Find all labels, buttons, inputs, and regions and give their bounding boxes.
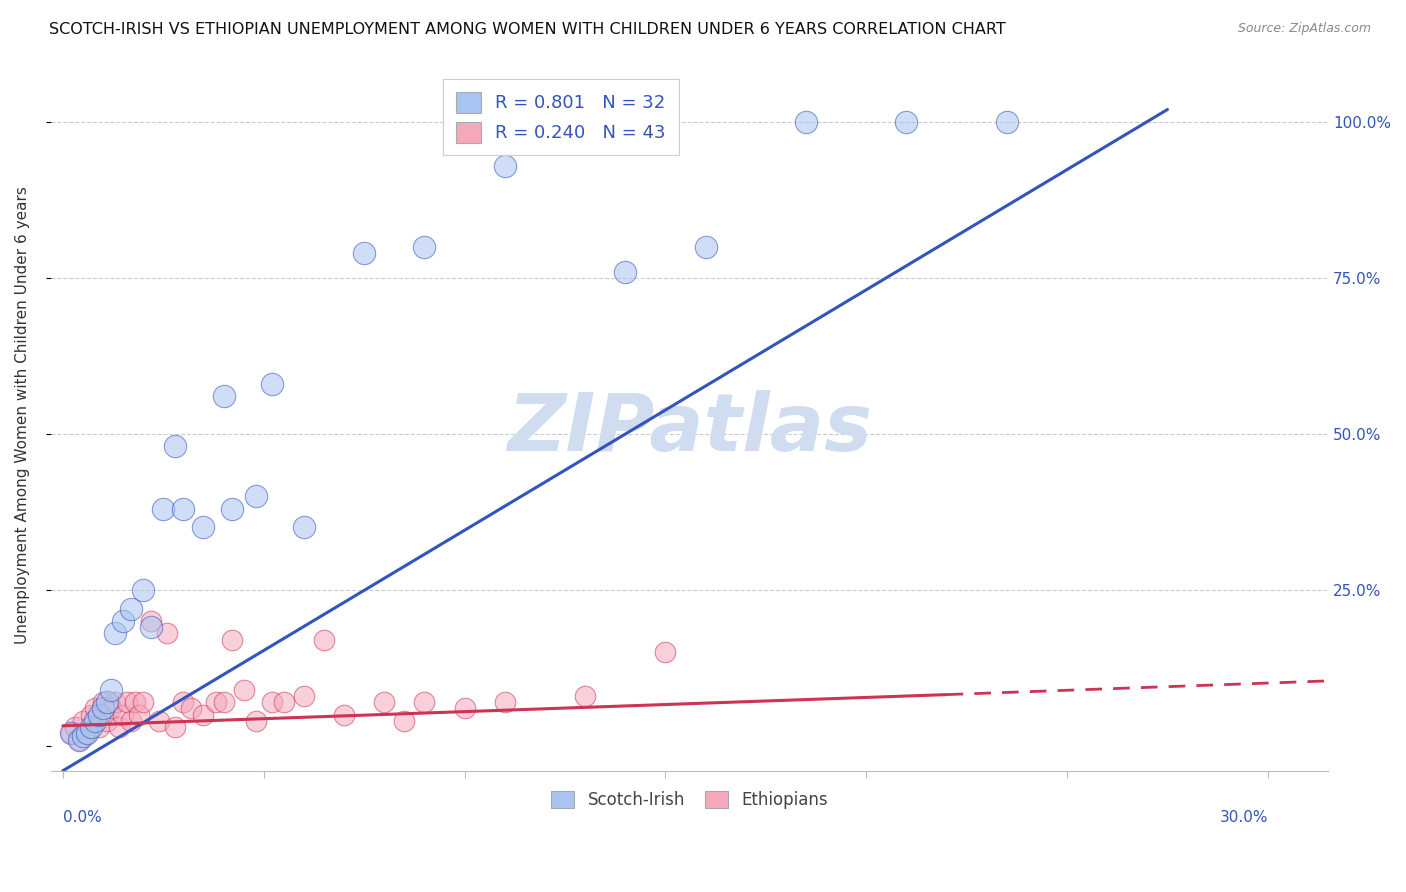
Point — [67, 732, 90, 747]
Point — [76, 726, 98, 740]
Point — [273, 695, 295, 709]
Point — [63, 720, 86, 734]
Point — [654, 645, 676, 659]
Text: ZIPatlas: ZIPatlas — [508, 391, 872, 468]
Point — [221, 632, 243, 647]
Point — [333, 707, 356, 722]
Point — [104, 695, 127, 709]
Point — [292, 520, 315, 534]
Point — [91, 701, 114, 715]
Point — [108, 720, 131, 734]
Point — [292, 689, 315, 703]
Point — [87, 707, 110, 722]
Point — [100, 701, 122, 715]
Text: Source: ZipAtlas.com: Source: ZipAtlas.com — [1237, 22, 1371, 36]
Point — [141, 614, 163, 628]
Point — [128, 707, 150, 722]
Point — [193, 707, 215, 722]
Point — [112, 707, 135, 722]
Point — [59, 726, 82, 740]
Point — [794, 115, 817, 129]
Point — [120, 714, 142, 728]
Point — [165, 439, 187, 453]
Point — [84, 714, 107, 728]
Point — [260, 695, 283, 709]
Point — [91, 695, 114, 709]
Point — [165, 720, 187, 734]
Point — [494, 159, 516, 173]
Point — [59, 726, 82, 740]
Point — [124, 695, 146, 709]
Point — [353, 246, 375, 260]
Text: 30.0%: 30.0% — [1219, 810, 1268, 825]
Point — [132, 582, 155, 597]
Point — [84, 701, 107, 715]
Point — [72, 730, 94, 744]
Point — [221, 501, 243, 516]
Point — [245, 489, 267, 503]
Point — [453, 701, 475, 715]
Point — [96, 695, 118, 709]
Point — [96, 714, 118, 728]
Point — [232, 682, 254, 697]
Point — [172, 501, 194, 516]
Point — [260, 376, 283, 391]
Point — [394, 714, 416, 728]
Point — [72, 714, 94, 728]
Point — [67, 732, 90, 747]
Point — [120, 601, 142, 615]
Point — [100, 682, 122, 697]
Point — [574, 689, 596, 703]
Point — [172, 695, 194, 709]
Point — [204, 695, 226, 709]
Point — [76, 726, 98, 740]
Point — [896, 115, 918, 129]
Point — [141, 620, 163, 634]
Point — [494, 695, 516, 709]
Text: SCOTCH-IRISH VS ETHIOPIAN UNEMPLOYMENT AMONG WOMEN WITH CHILDREN UNDER 6 YEARS C: SCOTCH-IRISH VS ETHIOPIAN UNEMPLOYMENT A… — [49, 22, 1005, 37]
Text: 0.0%: 0.0% — [63, 810, 101, 825]
Point — [152, 501, 174, 516]
Point — [148, 714, 170, 728]
Legend: Scotch-Irish, Ethiopians: Scotch-Irish, Ethiopians — [544, 784, 835, 815]
Point — [995, 115, 1018, 129]
Point — [413, 240, 436, 254]
Point — [614, 265, 637, 279]
Point — [132, 695, 155, 709]
Point — [373, 695, 395, 709]
Point — [87, 720, 110, 734]
Point — [212, 389, 235, 403]
Point — [115, 695, 138, 709]
Point — [413, 695, 436, 709]
Point — [112, 614, 135, 628]
Point — [695, 240, 717, 254]
Point — [80, 707, 103, 722]
Point — [104, 626, 127, 640]
Y-axis label: Unemployment Among Women with Children Under 6 years: Unemployment Among Women with Children U… — [15, 186, 30, 644]
Point — [193, 520, 215, 534]
Point — [312, 632, 335, 647]
Point — [180, 701, 202, 715]
Point — [80, 720, 103, 734]
Point — [245, 714, 267, 728]
Point — [156, 626, 179, 640]
Point — [212, 695, 235, 709]
